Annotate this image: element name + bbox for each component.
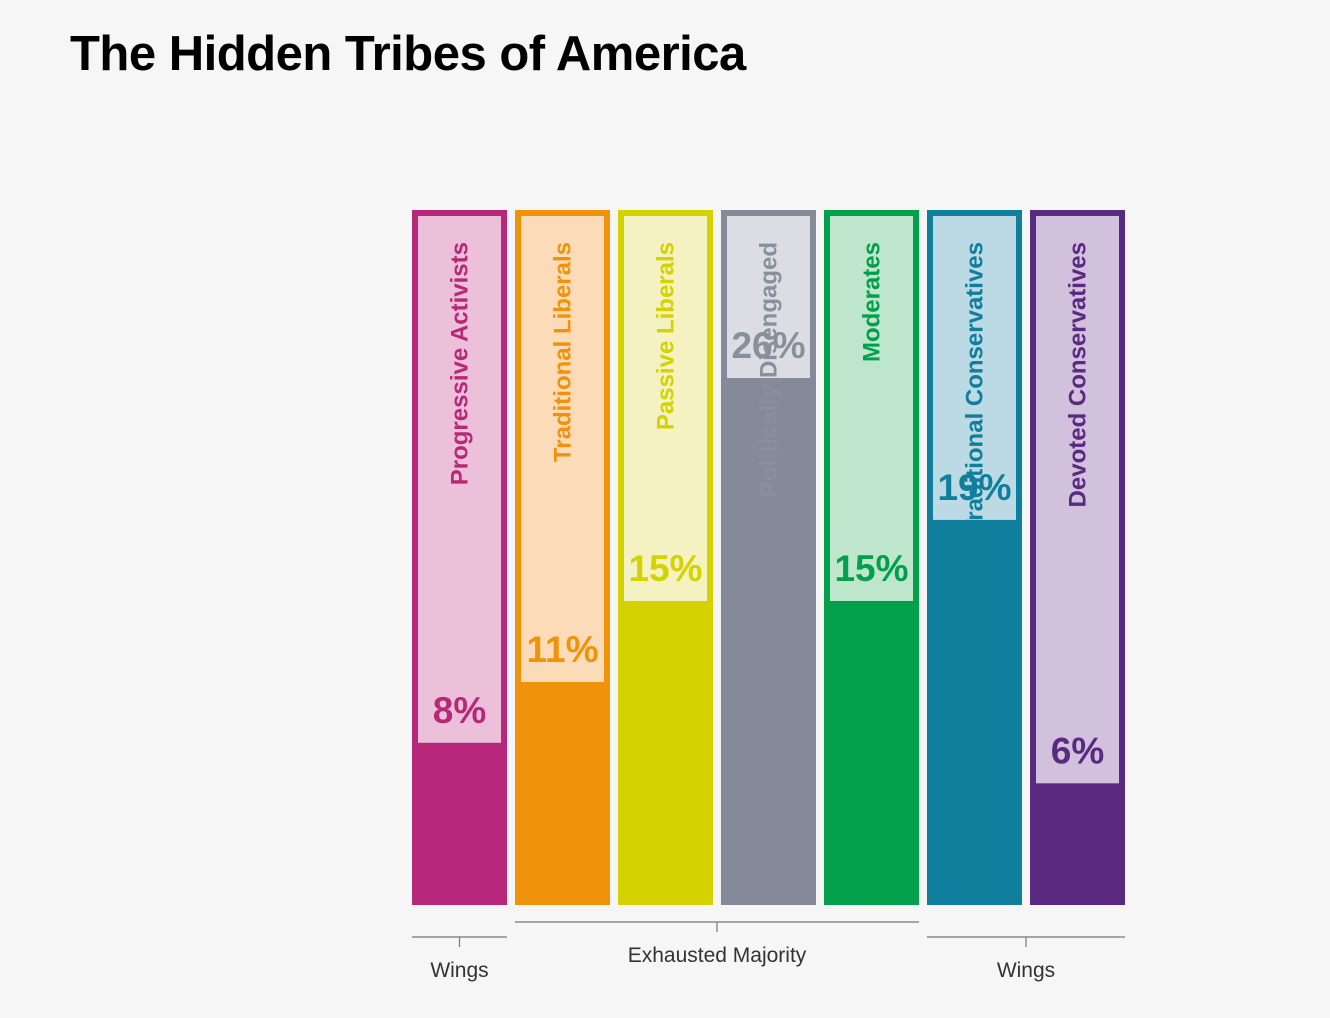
- bar-group: Passive Liberals 15%: [618, 210, 713, 905]
- bar-panel: [418, 216, 501, 743]
- bar-panel: [1036, 216, 1119, 784]
- category-label: Politically Disengaged: [756, 242, 783, 497]
- category-label: Moderates: [859, 242, 886, 362]
- group-label: Wings: [997, 959, 1055, 982]
- chart-title: The Hidden Tribes of America: [70, 27, 746, 81]
- bar: [412, 742, 507, 905]
- bar: [1030, 783, 1125, 905]
- category-label: Progressive Activists: [447, 242, 474, 485]
- bar: [515, 682, 610, 905]
- value-label: 15%: [628, 548, 702, 589]
- bar-panel: [521, 216, 604, 683]
- category-label: Passive Liberals: [653, 242, 680, 430]
- bar-panel: [830, 216, 913, 602]
- bar-panel: [624, 216, 707, 602]
- bar-group: Devoted Conservatives 6%: [1030, 210, 1125, 905]
- category-label: Devoted Conservatives: [1065, 242, 1092, 507]
- bar-group: Traditional Liberals 11%: [515, 210, 610, 905]
- bar: [824, 601, 919, 905]
- category-label: Traditional Conservatives: [962, 242, 989, 534]
- group-bracket: Wings: [927, 936, 1125, 982]
- value-label: 8%: [433, 690, 486, 731]
- value-label: 19%: [937, 467, 1011, 508]
- value-label: 26%: [731, 325, 805, 366]
- bar-panel: [727, 216, 810, 379]
- group-bracket: Wings: [412, 936, 507, 982]
- bar-panel: [933, 216, 1016, 520]
- bar: [618, 601, 713, 905]
- value-label: 11%: [526, 629, 598, 670]
- category-label: Traditional Liberals: [550, 242, 577, 462]
- bar-group: Progressive Activists 8%: [412, 210, 507, 905]
- group-bracket: Exhausted Majority: [515, 921, 919, 967]
- value-label: 6%: [1051, 730, 1104, 771]
- bar-group: Moderates 15%: [824, 210, 919, 905]
- group-label: Exhausted Majority: [628, 944, 807, 967]
- bar: [721, 378, 816, 905]
- group-label: Wings: [430, 959, 488, 982]
- bar: [927, 519, 1022, 905]
- value-label: 15%: [834, 548, 908, 589]
